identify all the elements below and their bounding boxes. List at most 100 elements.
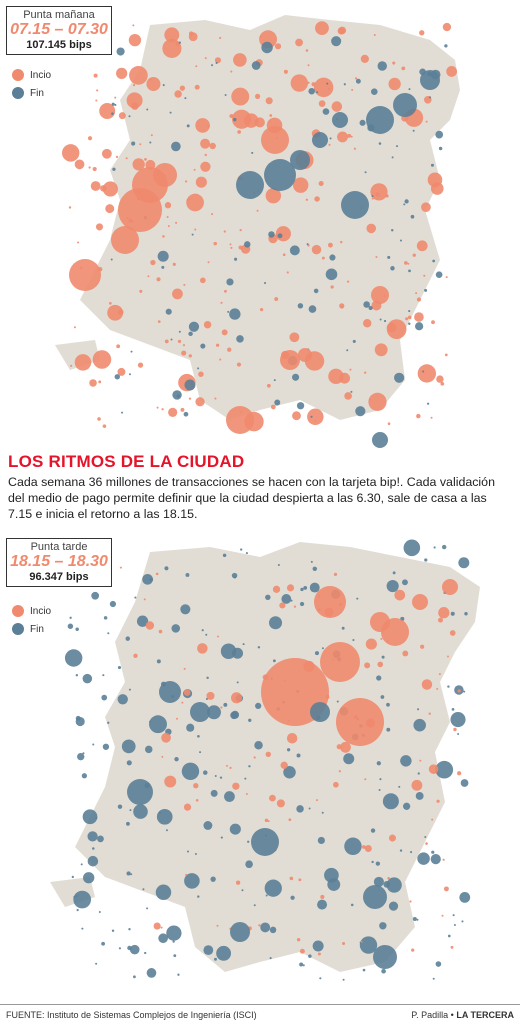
end-bubble [158, 933, 168, 944]
start-bubble [207, 125, 210, 128]
end-bubble [149, 577, 154, 582]
start-bubble [162, 235, 165, 238]
end-bubble [146, 968, 157, 978]
start-bubble [347, 280, 350, 283]
end-bubble [128, 928, 131, 931]
start-bubble [318, 100, 326, 107]
end-bubble [156, 808, 173, 825]
start-bubble [172, 288, 183, 300]
start-bubble [425, 842, 428, 845]
end-bubble [125, 636, 130, 641]
end-bubble [424, 836, 427, 839]
end-bubble [390, 266, 395, 271]
end-bubble [344, 837, 362, 856]
start-bubble [339, 303, 345, 309]
end-bubble [331, 36, 342, 47]
end-bubble [197, 734, 200, 738]
start-bubble [338, 770, 341, 773]
start-bubble [181, 701, 184, 704]
end-bubble [325, 268, 338, 281]
start-bubble [146, 76, 161, 91]
start-bubble [353, 147, 356, 150]
start-bubble [333, 572, 338, 577]
end-bubble [251, 61, 261, 70]
start-bubble [274, 43, 282, 50]
start-bubble [453, 727, 457, 732]
end-bubble [107, 721, 110, 724]
end-bubble [111, 112, 114, 115]
end-bubble [117, 665, 122, 670]
end-bubble [386, 727, 391, 732]
start-bubble [362, 845, 366, 849]
end-bubble [383, 319, 387, 323]
end-bubble [359, 119, 366, 126]
start-bubble [153, 922, 161, 930]
credit-outlet: LA TERCERA [456, 1010, 514, 1020]
start-bubble [96, 89, 99, 92]
start-bubble [97, 417, 101, 421]
start-bubble [186, 199, 189, 202]
start-bubble [360, 940, 363, 943]
start-bubble [204, 57, 207, 60]
end-swatch-icon [12, 623, 24, 635]
end-bubble [343, 753, 355, 765]
end-bubble [391, 228, 394, 232]
end-bubble [251, 828, 279, 856]
start-bubble [349, 368, 352, 371]
start-bubble [214, 57, 221, 64]
start-bubble [295, 38, 303, 47]
end-bubble [205, 633, 208, 636]
end-bubble [253, 904, 256, 907]
start-bubble [253, 756, 256, 759]
end-bubble [313, 288, 319, 294]
end-bubble [458, 557, 470, 569]
start-bubble [442, 22, 452, 32]
start-bubble [431, 818, 434, 821]
start-bubble [373, 33, 376, 36]
end-bubble [75, 674, 79, 677]
start-bubble [254, 117, 265, 128]
end-bubble [184, 873, 200, 889]
end-bubble [312, 132, 328, 148]
start-bubble [200, 138, 211, 149]
end-bubble [395, 145, 399, 148]
end-bubble [299, 962, 304, 967]
end-bubble [180, 604, 191, 615]
start-bubble [443, 886, 449, 892]
end-bubble [230, 922, 250, 942]
start-bubble [407, 262, 410, 265]
end-bubble [272, 659, 276, 663]
end-bubble [133, 804, 148, 819]
start-bubble [363, 319, 372, 328]
end-bubble [157, 250, 169, 262]
start-bubble [183, 803, 192, 811]
start-bubble [370, 183, 388, 201]
start-bubble [183, 667, 186, 670]
end-bubble [117, 694, 128, 705]
start-bubble [296, 938, 301, 942]
start-bubble [428, 712, 431, 715]
end-bubble [326, 82, 329, 85]
end-bubble [127, 779, 153, 805]
start-bubble [73, 326, 76, 329]
end-bubble [341, 626, 345, 630]
legend-end-label: Fin [30, 623, 44, 635]
end-bubble [101, 694, 108, 701]
end-bubble [277, 563, 280, 567]
end-bubble [222, 553, 227, 558]
end-bubble [126, 821, 130, 826]
end-bubble [126, 871, 131, 876]
end-bubble [251, 151, 254, 154]
legend-end-label: Fin [30, 87, 44, 99]
end-bubble [415, 792, 424, 800]
start-bubble [337, 131, 348, 143]
end-bubble [286, 748, 291, 752]
end-bubble [380, 695, 385, 699]
start-bubble [403, 261, 408, 265]
end-bubble [364, 171, 367, 174]
end-bubble [363, 301, 370, 308]
end-bubble [378, 142, 382, 145]
start-bubble [164, 27, 180, 43]
start-bubble [156, 277, 161, 282]
end-bubble [203, 821, 213, 830]
